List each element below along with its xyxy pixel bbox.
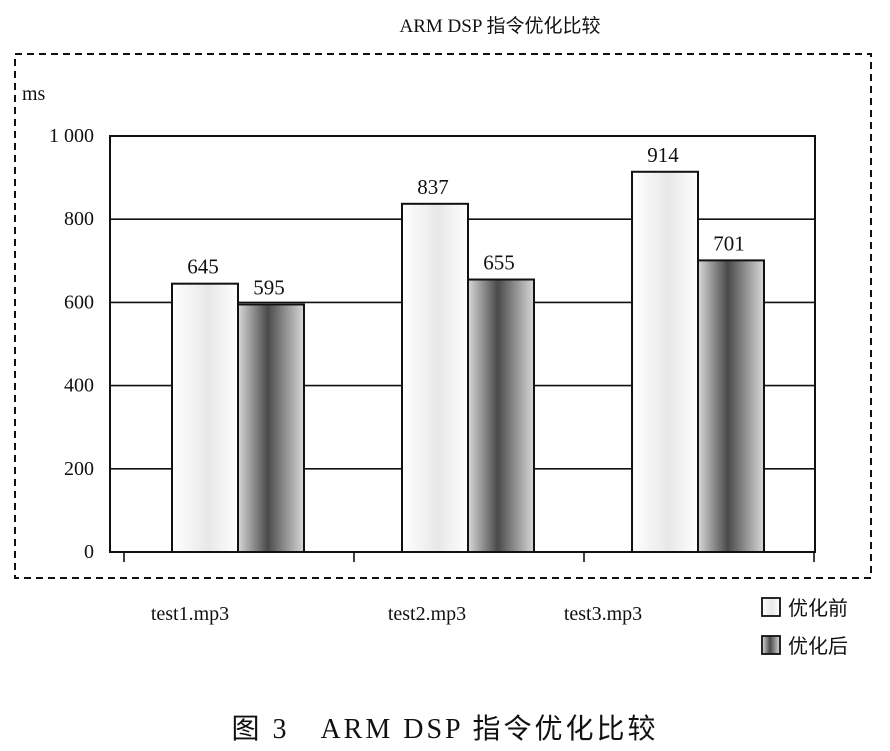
data-label-before-3: 914 — [647, 143, 679, 167]
y-axis-ticks: 0 200 400 600 800 1 000 — [49, 125, 94, 563]
figure-caption: 图 3 ARM DSP 指令优化比较 — [231, 713, 658, 745]
bar-before-test2.mp3 — [401, 202, 469, 553]
bar-after-test1.mp3 — [237, 303, 305, 554]
x-category-label-1: test1.mp3 — [151, 603, 229, 625]
legend-swatch-2 — [761, 635, 781, 655]
bar-before-test3.mp3 — [631, 170, 699, 553]
bars — [171, 170, 765, 554]
data-label-before-1: 645 — [187, 255, 219, 279]
x-category-label-3: test3.mp3 — [564, 603, 642, 625]
legend-label-2: 优化后 — [788, 635, 848, 658]
bar-after-test3.mp3 — [697, 259, 765, 553]
legend-swatch-1 — [761, 597, 781, 617]
bar-after-test2.mp3 — [467, 278, 535, 553]
bar-data-labels: 645 837 914 595 655 701 — [187, 143, 745, 300]
x-axis: test1.mp3 test2.mp3 test3.mp3 — [123, 552, 815, 625]
data-label-after-2: 655 — [483, 251, 515, 275]
y-tick-label-800: 800 — [64, 208, 94, 230]
y-tick-label-1000: 1 000 — [49, 125, 94, 147]
chart-dashed-border — [14, 53, 872, 579]
x-category-label-2: test2.mp3 — [388, 603, 466, 625]
legend-label-1: 优化前 — [788, 597, 848, 620]
data-label-after-3: 701 — [713, 231, 745, 255]
y-axis-unit-label: ms — [22, 83, 46, 105]
y-tick-label-600: 600 — [64, 291, 94, 313]
data-label-before-2: 837 — [417, 175, 449, 199]
data-label-after-1: 595 — [253, 275, 285, 299]
bar-before-test1.mp3 — [171, 282, 239, 553]
y-tick-label-200: 200 — [64, 458, 94, 480]
y-tick-label-0: 0 — [84, 541, 94, 563]
chart-title: ARM DSP 指令优化比较 — [400, 15, 601, 37]
y-tick-label-400: 400 — [64, 375, 94, 397]
